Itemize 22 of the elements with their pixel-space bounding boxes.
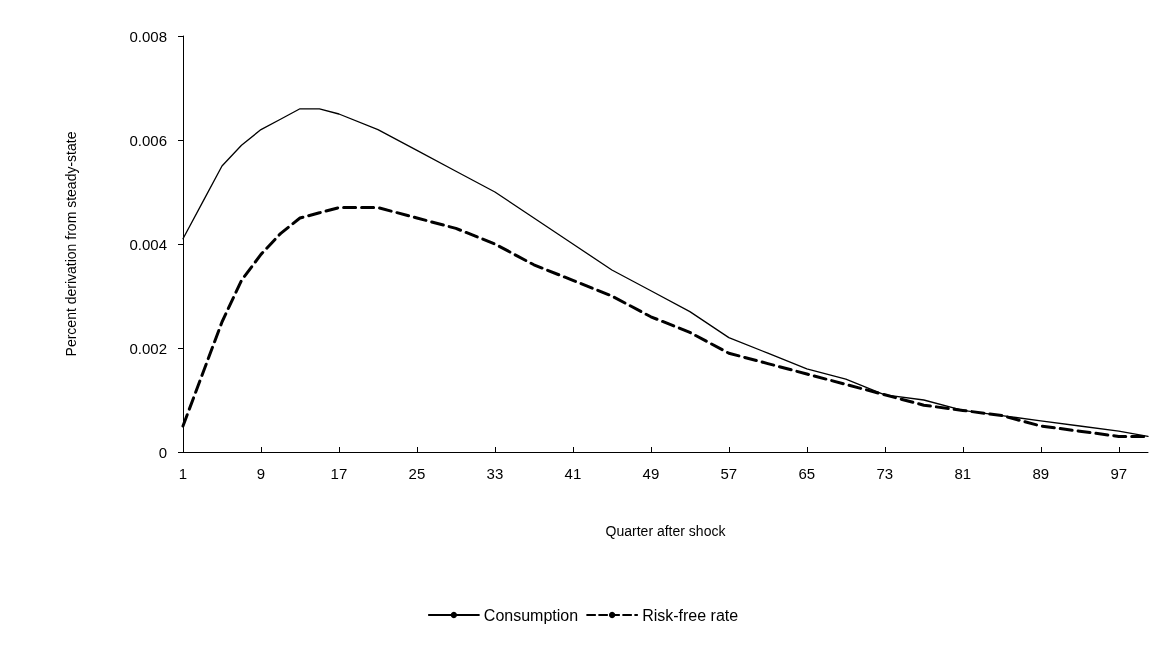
y-tick-label: 0 (158, 443, 167, 461)
x-tick-label: 89 (1032, 465, 1050, 482)
x-tick-label: 81 (954, 465, 972, 482)
y-tick-label: 0.008 (129, 27, 167, 45)
x-tick-label: 1 (178, 465, 188, 482)
y-axis-title: Percent derivation from steady-state (63, 131, 79, 357)
x-tick-label: 9 (256, 465, 266, 482)
x-tick-label: 17 (330, 465, 348, 482)
x-tick-label: 49 (642, 465, 660, 482)
x-tick-label: 65 (798, 465, 816, 482)
x-tick-label: 25 (408, 465, 426, 482)
x-tick-label: 41 (564, 465, 582, 482)
x-tick-label: 73 (876, 465, 894, 482)
x-tick-label: 33 (486, 465, 504, 482)
legend-label: Consumption (483, 606, 579, 624)
y-tick-label: 0.002 (129, 339, 167, 357)
x-tick-label: 97 (1110, 465, 1128, 482)
legend-label: Risk-free rate (642, 606, 739, 624)
x-axis-title: Quarter after shock (605, 523, 727, 539)
y-tick-label: 0.004 (129, 235, 167, 253)
x-tick-label: 57 (720, 465, 738, 482)
y-tick-label: 0.006 (129, 131, 167, 149)
